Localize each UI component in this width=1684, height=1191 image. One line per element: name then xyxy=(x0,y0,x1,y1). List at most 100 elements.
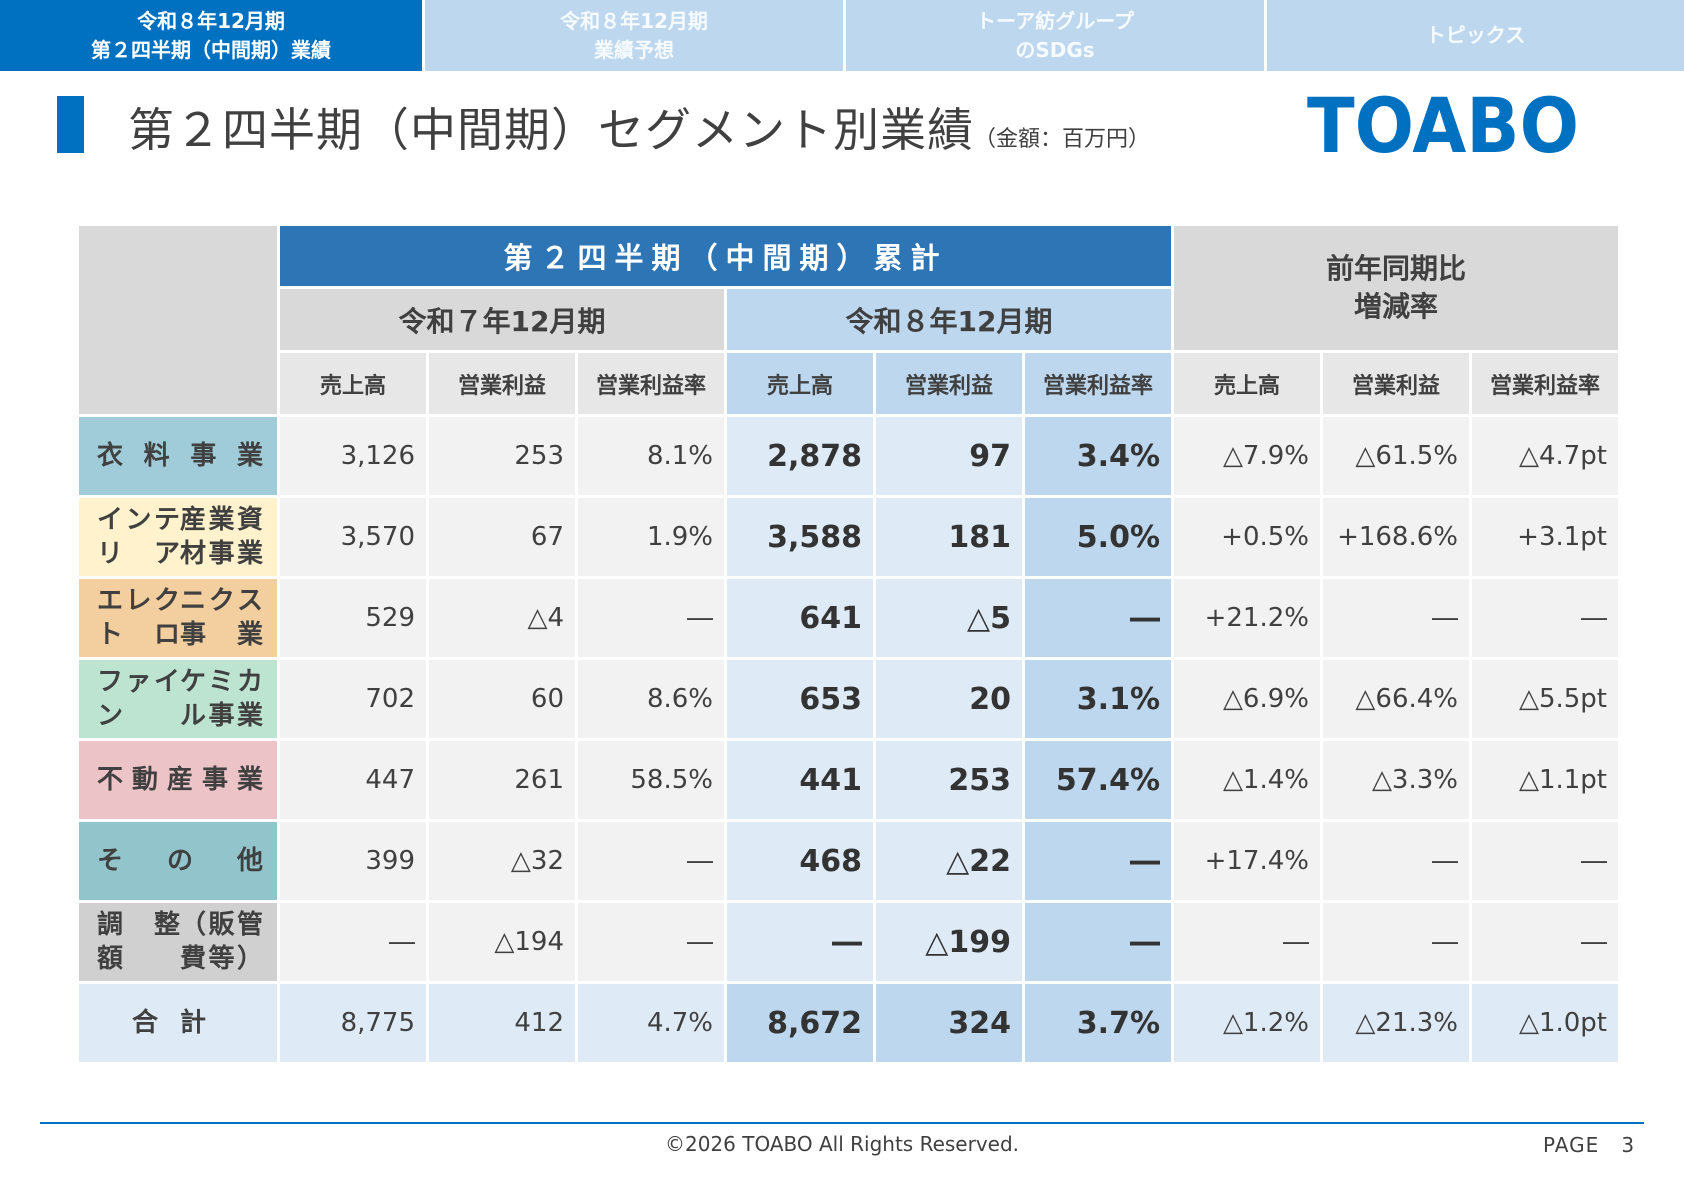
table-cell-yoy: △6.9% xyxy=(1174,660,1320,738)
segment-label-line: インテリア xyxy=(97,505,180,569)
table-cell-prev: 447 xyxy=(280,741,426,819)
table-cell-yoy: ― xyxy=(1323,822,1469,900)
table-cell-prev: 3,570 xyxy=(280,498,426,576)
segment-label-line: 調 整 額 xyxy=(97,910,180,974)
table-cell-yoy: +3.1pt xyxy=(1472,498,1618,576)
table-cell-curr: △199 xyxy=(876,903,1022,981)
table-cell-prev: 1.9% xyxy=(578,498,724,576)
table-cell-curr: 57.4% xyxy=(1025,741,1171,819)
table-cell-yoy: △61.5% xyxy=(1323,417,1469,495)
segment-label: インテリア 産業資材事業 xyxy=(79,498,277,576)
table-cell-curr: 641 xyxy=(727,579,873,657)
yoy-header: 前年同期比 増減率 xyxy=(1174,226,1618,350)
table-cell-curr: 5.0% xyxy=(1025,498,1171,576)
table-cell-prev: ― xyxy=(578,579,724,657)
logo-text: TOABO xyxy=(1307,84,1579,164)
table-cell-yoy: ― xyxy=(1472,822,1618,900)
col-header-curr-op-profit: 営業利益 xyxy=(876,353,1022,414)
table-cell-yoy: +0.5% xyxy=(1174,498,1320,576)
tab-interim-results[interactable]: 令和８年12月期 第２四半期（中間期）業績 xyxy=(0,0,425,71)
segment-label: 調 整 額（販管費等） xyxy=(79,903,277,981)
table-cell-yoy: ― xyxy=(1323,903,1469,981)
table-cell-yoy: △1.4% xyxy=(1174,741,1320,819)
col-header-curr-op-margin: 営業利益率 xyxy=(1025,353,1171,414)
total-cell-curr: 324 xyxy=(876,984,1022,1062)
col-header-prev-op-profit: 営業利益 xyxy=(429,353,575,414)
table-cell-prev: 253 xyxy=(429,417,575,495)
tab-topics[interactable]: トピックス xyxy=(1267,0,1684,71)
table-cell-prev: △4 xyxy=(429,579,575,657)
period-curr-header: 令和８年12月期 xyxy=(727,289,1171,350)
table-cell-yoy: △1.1pt xyxy=(1472,741,1618,819)
table-cell-curr: 441 xyxy=(727,741,873,819)
segment-label: 衣料事業 xyxy=(79,417,277,495)
cumulative-header: 第２四半期（中間期）累計 xyxy=(280,226,1171,286)
col-header-yoy-op-margin: 営業利益率 xyxy=(1472,353,1618,414)
table-cell-curr: ― xyxy=(1025,579,1171,657)
period-prev-header: 令和７年12月期 xyxy=(280,289,724,350)
page-indicator: PAGE 3 xyxy=(1543,1133,1635,1157)
segment-label-line: ケミカル事業 xyxy=(180,667,263,731)
total-cell-yoy: △1.2% xyxy=(1174,984,1320,1062)
table-cell-yoy: ― xyxy=(1472,579,1618,657)
table-cell-prev: 261 xyxy=(429,741,575,819)
table-cell-curr: ― xyxy=(1025,822,1171,900)
table-cell-prev: 529 xyxy=(280,579,426,657)
segment-label-line: 産業資材事業 xyxy=(180,505,263,569)
segment-label-line: ニクス事業 xyxy=(180,586,263,650)
table-cell-curr: ― xyxy=(1025,903,1171,981)
total-label-text: 合計 xyxy=(131,1008,228,1038)
table-cell-yoy: ― xyxy=(1472,903,1618,981)
page-title: 第２四半期（中間期）セグメント別業績（金額：百万円） xyxy=(128,94,1150,160)
page-title-text: 第２四半期（中間期）セグメント別業績 xyxy=(128,103,974,157)
title-accent-bar xyxy=(57,96,84,153)
top-nav-tabs: 令和８年12月期 第２四半期（中間期）業績 令和８年12月期 業績予想 トーア紡… xyxy=(0,0,1684,71)
segment-label: そ の 他 xyxy=(79,822,277,900)
segment-label-line: そ の 他 xyxy=(97,846,263,876)
segment-label: エレクトロ ニクス事業 xyxy=(79,579,277,657)
table-cell-curr: 253 xyxy=(876,741,1022,819)
col-header-yoy-sales: 売上高 xyxy=(1174,353,1320,414)
table-cell-curr: 3.1% xyxy=(1025,660,1171,738)
table-cell-curr: ― xyxy=(727,903,873,981)
table-cell-yoy: +21.2% xyxy=(1174,579,1320,657)
segment-label-line: エレクトロ xyxy=(97,586,180,650)
table-cell-prev: △194 xyxy=(429,903,575,981)
segment-label: ファイン ケミカル事業 xyxy=(79,660,277,738)
table-cell-prev: ― xyxy=(280,903,426,981)
table-cell-yoy: △66.4% xyxy=(1323,660,1469,738)
table-cell-prev: 8.6% xyxy=(578,660,724,738)
table-cell-prev: 399 xyxy=(280,822,426,900)
total-cell-curr: 3.7% xyxy=(1025,984,1171,1062)
table-cell-prev: 58.5% xyxy=(578,741,724,819)
table-cell-prev: 67 xyxy=(429,498,575,576)
total-cell-prev: 412 xyxy=(429,984,575,1062)
total-cell-prev: 4.7% xyxy=(578,984,724,1062)
table-cell-curr: △22 xyxy=(876,822,1022,900)
table-cell-yoy: ― xyxy=(1174,903,1320,981)
total-cell-yoy: △1.0pt xyxy=(1472,984,1618,1062)
table-cell-curr: 20 xyxy=(876,660,1022,738)
table-cell-prev: 3,126 xyxy=(280,417,426,495)
table-cell-prev: 8.1% xyxy=(578,417,724,495)
table-cell-curr: 2,878 xyxy=(727,417,873,495)
table-cell-prev: ― xyxy=(578,822,724,900)
table-cell-yoy: △7.9% xyxy=(1174,417,1320,495)
table-cell-yoy: ― xyxy=(1323,579,1469,657)
tab-forecast[interactable]: 令和８年12月期 業績予想 xyxy=(425,0,846,71)
table-cell-yoy: △5.5pt xyxy=(1472,660,1618,738)
tab-sdgs[interactable]: トーア紡グループ のSDGs xyxy=(846,0,1267,71)
table-cell-curr: 3,588 xyxy=(727,498,873,576)
table-cell-yoy: +168.6% xyxy=(1323,498,1469,576)
table-cell-yoy: △3.3% xyxy=(1323,741,1469,819)
col-header-prev-op-margin: 営業利益率 xyxy=(578,353,724,414)
segment-label-line: 不動産事業 xyxy=(97,765,263,795)
col-header-prev-sales: 売上高 xyxy=(280,353,426,414)
segment-label-line: 衣料事業 xyxy=(97,441,263,471)
table-cell-curr: 181 xyxy=(876,498,1022,576)
col-header-yoy-op-profit: 営業利益 xyxy=(1323,353,1469,414)
total-cell-prev: 8,775 xyxy=(280,984,426,1062)
segment-label-line: （販管費等） xyxy=(180,910,263,974)
page-label: PAGE xyxy=(1543,1133,1600,1157)
segment-label: 不動産事業 xyxy=(79,741,277,819)
